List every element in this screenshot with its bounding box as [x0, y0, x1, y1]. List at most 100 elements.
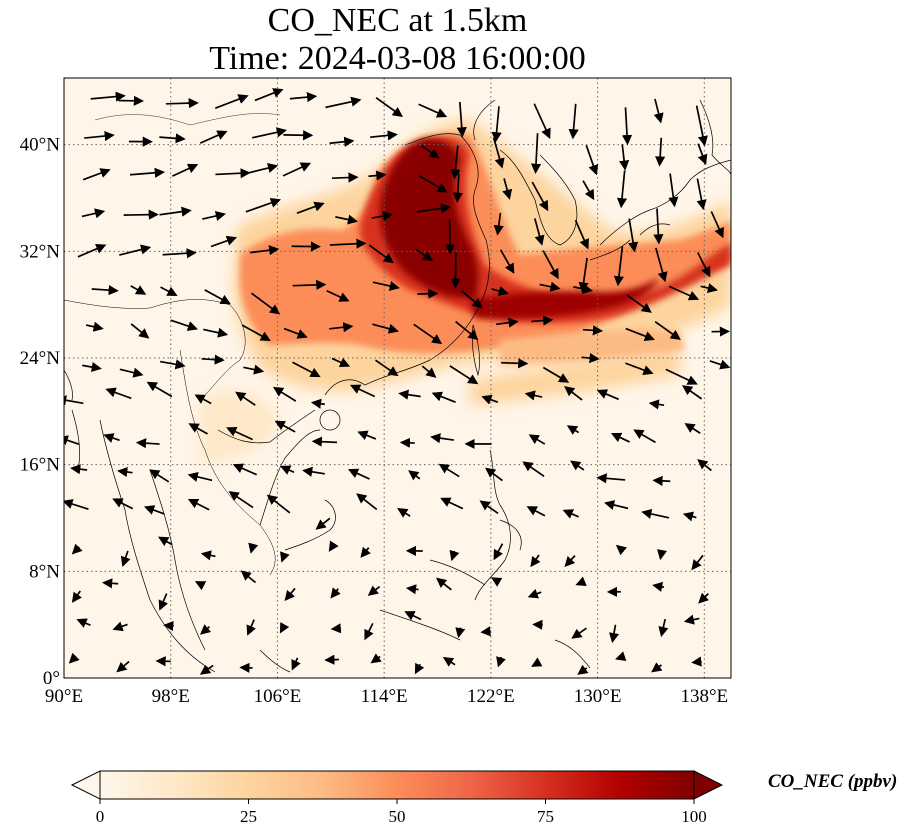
wind-arrow	[539, 281, 561, 292]
wind-arrow	[226, 426, 253, 441]
wind-arrow	[159, 206, 192, 217]
wind-arrow	[357, 430, 377, 441]
wind-arrow	[577, 664, 589, 675]
wind-arrow	[596, 389, 620, 401]
wind-arrow	[375, 97, 403, 117]
wind-arrow	[160, 359, 186, 370]
wind-arrow	[292, 361, 321, 378]
lat-tick-labels: 0° 8°N 16°N 24°N 32°N 40°N	[20, 135, 61, 689]
wind-arrow	[492, 137, 505, 169]
wind-arrow	[102, 578, 119, 589]
wind-arrow	[571, 627, 587, 639]
wind-arrow	[82, 362, 102, 373]
wind-arrow	[570, 460, 585, 471]
lat-tick-label: 40°N	[20, 135, 61, 156]
wind-arrow	[330, 587, 341, 599]
lon-tick-label: 98°E	[152, 686, 190, 707]
wind-arrow	[695, 105, 708, 147]
wind-arrow	[144, 505, 165, 515]
wind-arrow	[499, 249, 515, 274]
wind-arrow	[279, 622, 290, 634]
wind-arrow	[160, 286, 178, 296]
wind-arrow	[292, 279, 327, 290]
wind-arrow	[654, 320, 681, 340]
wind-arrow	[243, 364, 265, 375]
wind-arrow	[652, 581, 665, 592]
wind-arrow	[368, 170, 387, 181]
wind-arrow	[542, 366, 570, 383]
wind-arrow	[135, 438, 160, 449]
wind-arrow	[235, 391, 256, 406]
wind-arrow	[652, 475, 671, 486]
lat-tick-label: 0°	[43, 668, 60, 689]
wind-arrow	[533, 103, 551, 139]
lat-tick-label: 32°N	[20, 241, 61, 262]
wind-arrow	[615, 544, 628, 556]
wind-arrow	[431, 391, 456, 403]
lat-tick-label: 8°N	[29, 561, 60, 582]
wind-arrow	[246, 619, 256, 636]
wind-arrow	[170, 319, 199, 331]
wind-arrow	[658, 618, 669, 638]
lat-tick-label: 24°N	[20, 348, 61, 369]
wind-arrow	[204, 289, 231, 305]
wind-arrow	[709, 359, 731, 370]
lon-tick-label: 122°E	[467, 686, 515, 707]
wind-arrow	[329, 322, 354, 333]
wind-arrow	[491, 106, 502, 143]
wind-arrow	[251, 292, 281, 315]
wind-arrow	[698, 592, 710, 604]
wind-arrow	[254, 88, 284, 102]
wind-arrow	[405, 584, 419, 595]
title-line-1: CO_NEC at 1.5km	[267, 2, 528, 39]
wind-arrow	[414, 662, 425, 675]
wind-arrow	[289, 92, 318, 103]
wind-arrow	[578, 257, 589, 293]
wind-arrow	[103, 433, 120, 443]
wind-arrow	[158, 593, 169, 611]
wind-arrow	[335, 214, 359, 225]
wind-arrow	[564, 555, 576, 567]
wind-arrow	[682, 385, 703, 400]
wind-arrow	[485, 467, 503, 482]
wind-arrow	[329, 136, 355, 147]
wind-arrow	[210, 235, 238, 248]
wind-arrow	[564, 386, 583, 401]
wind-arrow	[530, 133, 542, 174]
wind-arrow	[653, 98, 664, 124]
wind-arrow	[64, 435, 80, 446]
wind-arrow	[149, 469, 170, 483]
wind-arrow	[653, 208, 664, 245]
wind-arrow	[568, 103, 579, 140]
wind-arrow	[200, 550, 216, 561]
wind-arrow	[501, 358, 529, 369]
wind-arrow	[628, 218, 639, 253]
wind-arrow	[120, 550, 131, 568]
wind-arrow	[582, 325, 604, 336]
wind-arrow	[657, 549, 668, 561]
wind-arrow	[330, 623, 342, 634]
wind-arrow	[461, 290, 483, 309]
wind-arrow	[696, 178, 707, 211]
colorbar-ticks: 0 25 50 75 100	[96, 799, 707, 826]
wind-arrow	[130, 285, 147, 295]
wind-arrow	[655, 137, 666, 167]
wind-arrow	[621, 107, 633, 146]
wind-arrow	[360, 546, 371, 558]
wind-arrow	[315, 517, 331, 530]
wind-arrow	[356, 493, 378, 511]
wind-arrow	[651, 662, 663, 673]
wind-arrow	[608, 624, 620, 644]
colorbar-label: CO_NEC (ppbv)	[768, 771, 898, 792]
wind-arrow	[435, 577, 452, 591]
wind-arrow	[159, 133, 186, 144]
wind-arrow	[449, 549, 460, 562]
wind-arrow	[283, 130, 314, 141]
wind-arrow	[531, 315, 554, 326]
wind-arrow	[697, 459, 712, 472]
wind-arrow	[582, 180, 595, 201]
wind-arrow	[455, 627, 466, 639]
wind-arrow	[575, 576, 587, 587]
wind-arrow	[682, 511, 697, 522]
wind-arrow	[68, 652, 80, 664]
